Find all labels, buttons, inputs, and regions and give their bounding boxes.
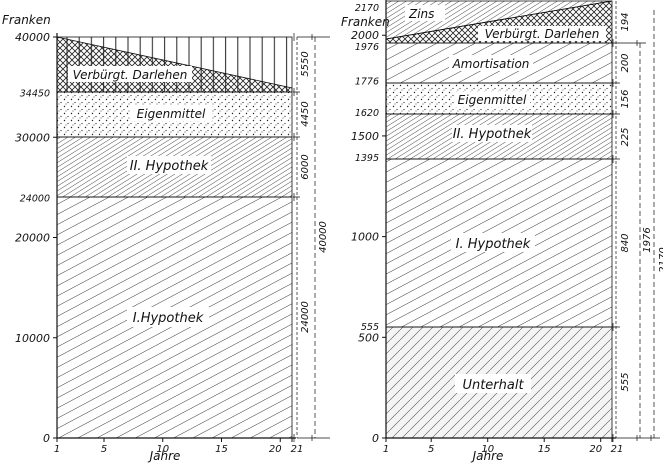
right-dim-840: 840 xyxy=(620,233,631,252)
right-dim-1976: 1976 xyxy=(642,227,653,252)
boundary-label: 34450 xyxy=(20,89,50,100)
left-boundary-labels: 34450 24000 xyxy=(20,89,50,205)
right-label-bg-unterhalt xyxy=(455,374,531,393)
left-label-bg-eigen xyxy=(130,105,212,121)
x-tick-label: 5 xyxy=(428,444,434,455)
right-label-unterhalt: Unterhalt xyxy=(462,378,524,393)
x-tick-label: 21 xyxy=(291,444,304,455)
right-chart: Zins Verbürgt. Darlehen Amortisation Eig… xyxy=(341,0,663,463)
right-x-ticks: 1 5 10 15 20 21 xyxy=(383,438,624,455)
right-label-bg-eigen xyxy=(454,92,530,107)
left-dim-4450: 4450 xyxy=(300,101,311,126)
right-dim-555: 555 xyxy=(620,372,631,391)
y-tick-label: 10000 xyxy=(15,332,50,345)
left-dimension-lines xyxy=(293,33,330,442)
x-tick-label: 1 xyxy=(54,444,60,455)
left-label-bg-darlehen xyxy=(68,66,192,82)
right-label-bg-zins xyxy=(405,5,445,21)
left-dim-24000: 24000 xyxy=(300,301,311,333)
x-tick-label: 15 xyxy=(215,444,228,455)
boundary-label: 2170 xyxy=(355,3,379,14)
left-label-ii-hypothek: II. Hypothek xyxy=(130,159,209,174)
right-label-ii-hypothek: II. Hypothek xyxy=(453,127,532,142)
x-tick-label: 15 xyxy=(538,444,551,455)
y-tick-label: 1500 xyxy=(351,130,379,143)
right-label-i-hypothek: I. Hypothek xyxy=(456,237,531,252)
left-x-ticks: 1 5 10 15 20 21 xyxy=(54,438,304,455)
left-y-title: Franken xyxy=(2,13,51,27)
x-tick-label: 10 xyxy=(481,444,494,455)
right-label-bg-ii xyxy=(452,125,532,142)
left-dim-5550: 5550 xyxy=(300,51,311,76)
right-label-amortisation: Amortisation xyxy=(452,57,530,71)
y-tick-label: 2000 xyxy=(351,29,379,42)
right-label-bg-darlehen xyxy=(478,26,606,41)
right-y-ticks: 0 500 1000 1500 2000 xyxy=(351,29,386,445)
boundary-label: 1976 xyxy=(355,42,379,53)
right-dim-225: 225 xyxy=(620,127,631,146)
right-label-darlehen: Verbürgt. Darlehen xyxy=(485,27,600,41)
left-dim-6000: 6000 xyxy=(300,154,311,179)
right-x-title: Jahre xyxy=(471,449,504,463)
left-x-title: Jahre xyxy=(148,449,181,463)
x-tick-label: 20 xyxy=(269,444,282,455)
x-tick-label: 10 xyxy=(156,444,169,455)
right-dim-194: 194 xyxy=(620,12,631,31)
boundary-label: 555 xyxy=(361,322,379,333)
right-label-bg-i xyxy=(451,233,535,252)
x-tick-label: 20 xyxy=(589,444,602,455)
y-tick-label: 0 xyxy=(43,432,50,445)
y-tick-label: 0 xyxy=(372,432,379,445)
left-dim-40000: 40000 xyxy=(318,221,329,253)
left-label-darlehen: Verbürgt. Darlehen xyxy=(73,68,188,82)
boundary-label: 1776 xyxy=(355,76,379,87)
right-dim-2170: 2170 xyxy=(658,247,663,272)
right-label-eigenmittel: Eigenmittel xyxy=(458,93,527,107)
y-tick-label: 20000 xyxy=(15,232,50,245)
left-label-bg-i xyxy=(127,307,209,327)
right-label-bg-amort xyxy=(449,55,533,71)
left-label-i-hypothek: I.Hypothek xyxy=(133,311,204,326)
x-tick-label: 1 xyxy=(383,444,389,455)
right-dimension-lines xyxy=(612,1,660,442)
right-label-zins: Zins xyxy=(408,7,434,21)
left-label-eigenmittel: Eigenmittel xyxy=(137,107,206,121)
right-dim-200: 200 xyxy=(620,53,631,72)
x-tick-label: 21 xyxy=(611,444,624,455)
y-tick-label: 500 xyxy=(358,331,379,344)
y-tick-label: 1000 xyxy=(351,231,379,244)
y-tick-label: 40000 xyxy=(15,31,50,44)
boundary-label: 1620 xyxy=(355,108,379,119)
boundary-label: 24000 xyxy=(20,193,50,204)
right-dim-156: 156 xyxy=(620,89,631,108)
left-y-ticks: 0 10000 20000 30000 40000 xyxy=(15,31,57,445)
right-boundary-labels: 2170 1976 1776 1620 1395 555 xyxy=(355,3,379,333)
boundary-label: 1395 xyxy=(355,153,379,164)
y-tick-label: 30000 xyxy=(15,131,50,144)
left-chart: Verbürgt. Darlehen Eigenmittel II. Hypot… xyxy=(2,13,330,463)
left-label-bg-ii xyxy=(127,156,211,174)
right-y-title: Franken xyxy=(341,15,390,29)
x-tick-label: 5 xyxy=(101,444,107,455)
